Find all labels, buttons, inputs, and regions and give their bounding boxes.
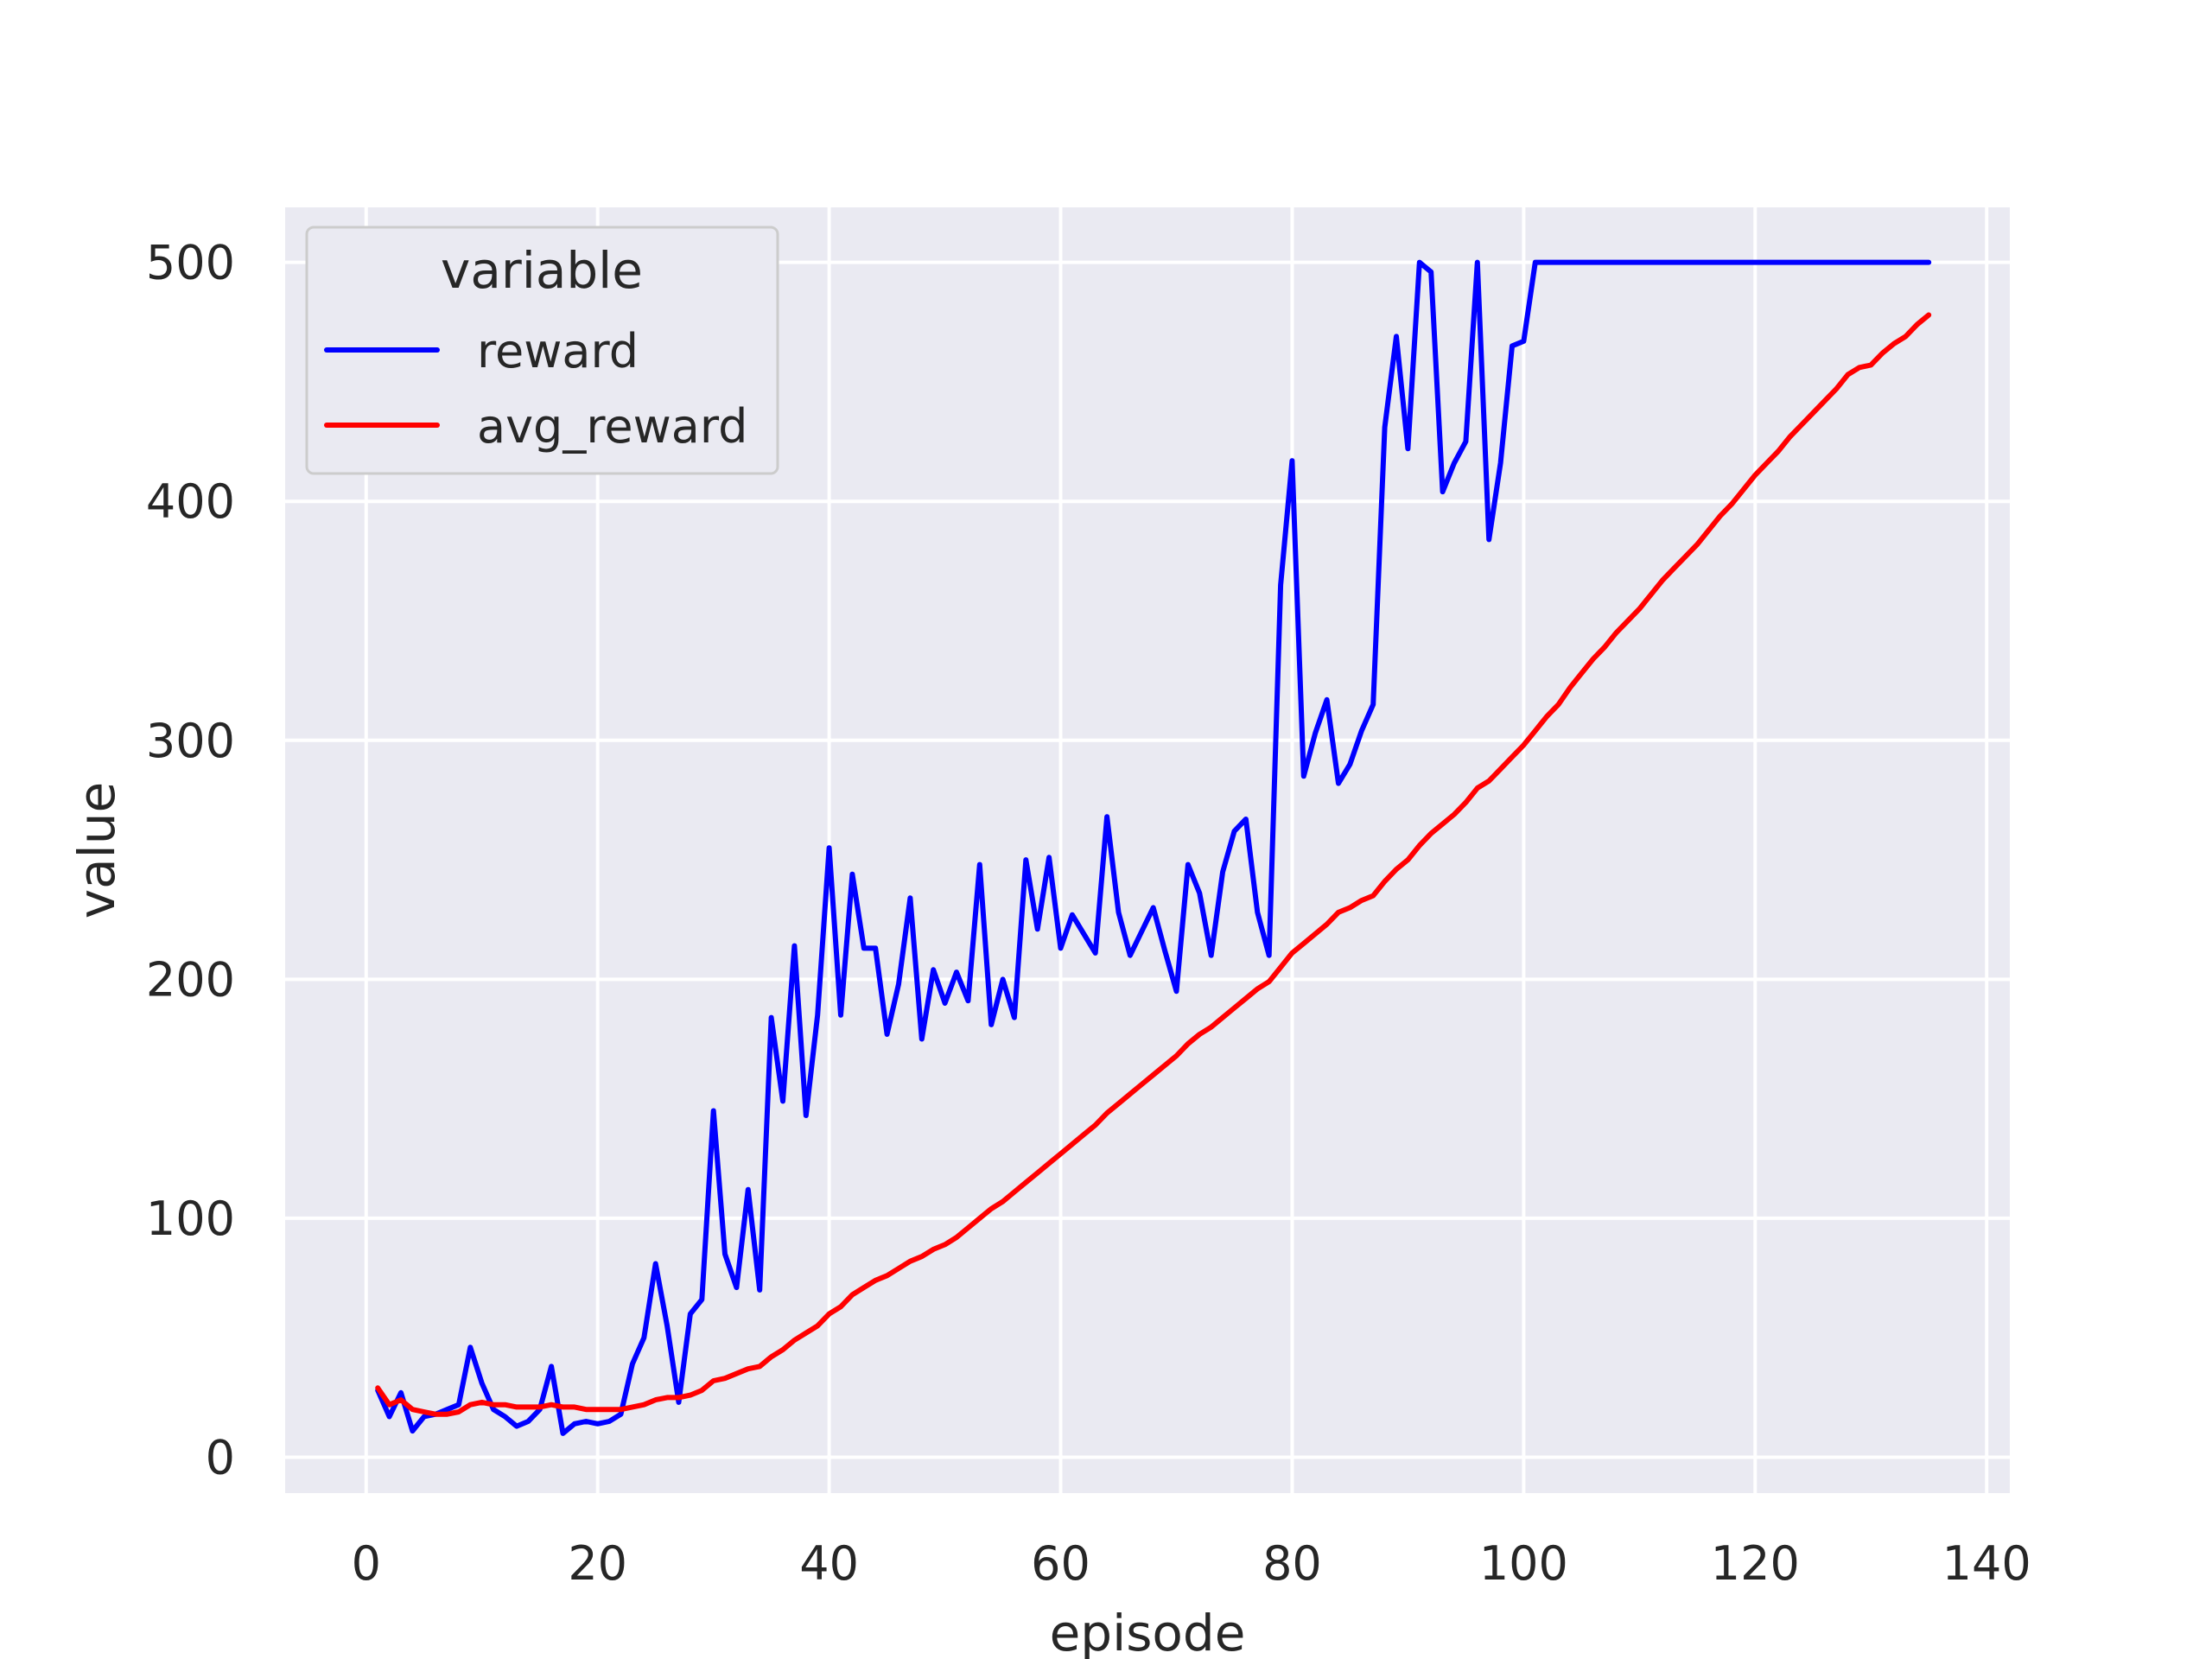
y-axis-label: value	[67, 782, 126, 918]
x-axis-label: episode	[1050, 1604, 1246, 1659]
series-line-reward	[375, 259, 1932, 1436]
y-tick-labels: 0 100 200 300 400 500	[146, 236, 235, 1485]
y-tick-label-100: 100	[146, 1192, 235, 1246]
legend: variable reward avg_reward	[305, 226, 779, 475]
legend-label-reward: reward	[477, 324, 639, 378]
x-tick-label-0: 0	[352, 1536, 381, 1591]
series-layer	[375, 259, 1932, 1436]
legend-title: variable	[441, 241, 643, 300]
series-line-avg-reward	[375, 312, 1932, 1417]
y-tick-label-500: 500	[146, 236, 235, 290]
legend-box	[305, 226, 779, 475]
y-tick-label-400: 400	[146, 474, 235, 529]
x-tick-label-40: 40	[799, 1536, 859, 1591]
x-tick-label-120: 120	[1711, 1536, 1800, 1591]
y-tick-label-200: 200	[146, 952, 235, 1007]
x-tick-label-60: 60	[1031, 1536, 1090, 1591]
x-tick-labels: 0 20 40 60 80 100 120 140	[352, 1536, 2031, 1591]
y-tick-label-300: 300	[146, 714, 235, 768]
y-tick-label-0: 0	[206, 1431, 235, 1485]
legend-label-avg-reward: avg_reward	[477, 399, 747, 454]
x-tick-label-80: 80	[1262, 1536, 1322, 1591]
x-tick-label-140: 140	[1942, 1536, 2031, 1591]
x-tick-label-20: 20	[568, 1536, 627, 1591]
x-tick-label-100: 100	[1479, 1536, 1568, 1591]
